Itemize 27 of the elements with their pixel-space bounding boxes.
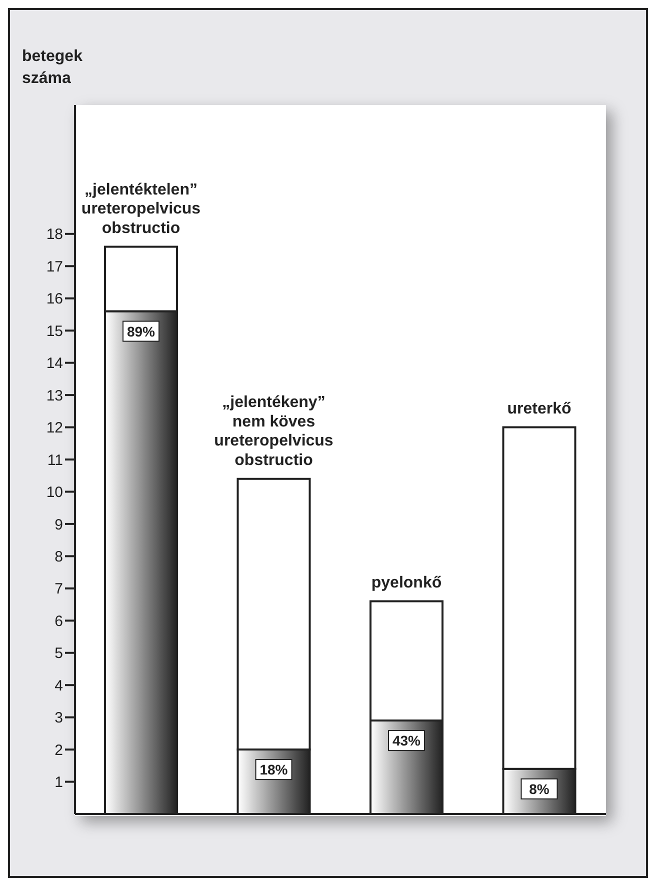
x-tick-label: „jelentékeny” nem köves ureteropelvicus obstructio	[214, 394, 334, 469]
x-tick-label: ureterkő	[507, 400, 572, 418]
y-tick-label: 7	[54, 580, 63, 598]
y-tick-label: 1	[54, 774, 63, 792]
y-axis-title: betegek száma	[22, 47, 82, 89]
y-tick-label: 11	[47, 452, 63, 469]
y-tick-label: 18	[46, 226, 63, 244]
y-tick-label: 4	[54, 677, 63, 694]
annotation: 18%	[260, 762, 288, 778]
y-tick-label: 13	[46, 387, 63, 404]
annotation: 8%	[529, 780, 550, 797]
x-tick-label: pyelonkő	[371, 574, 442, 592]
y-tick-label: 14	[46, 355, 63, 372]
annotation: 89%	[126, 323, 156, 340]
y-tick-label: 10	[46, 484, 63, 502]
y-tick-label: 5	[54, 645, 63, 662]
y-tick-label: 6	[54, 612, 63, 630]
y-tick-label: 12	[46, 420, 63, 437]
x-tick-label: „jelentéktelen” ureteropelvicus obstructio	[81, 181, 201, 237]
y-tick-label: 9	[54, 516, 63, 534]
annotation: 43%	[392, 732, 422, 749]
y-tick-label: 16	[46, 290, 63, 308]
y-tick-label: 3	[54, 710, 63, 727]
y-tick-label: 8	[54, 548, 63, 566]
y-tick-label: 2	[54, 742, 63, 759]
y-tick-label: 15	[46, 322, 63, 340]
y-tick-label: 17	[46, 258, 63, 276]
